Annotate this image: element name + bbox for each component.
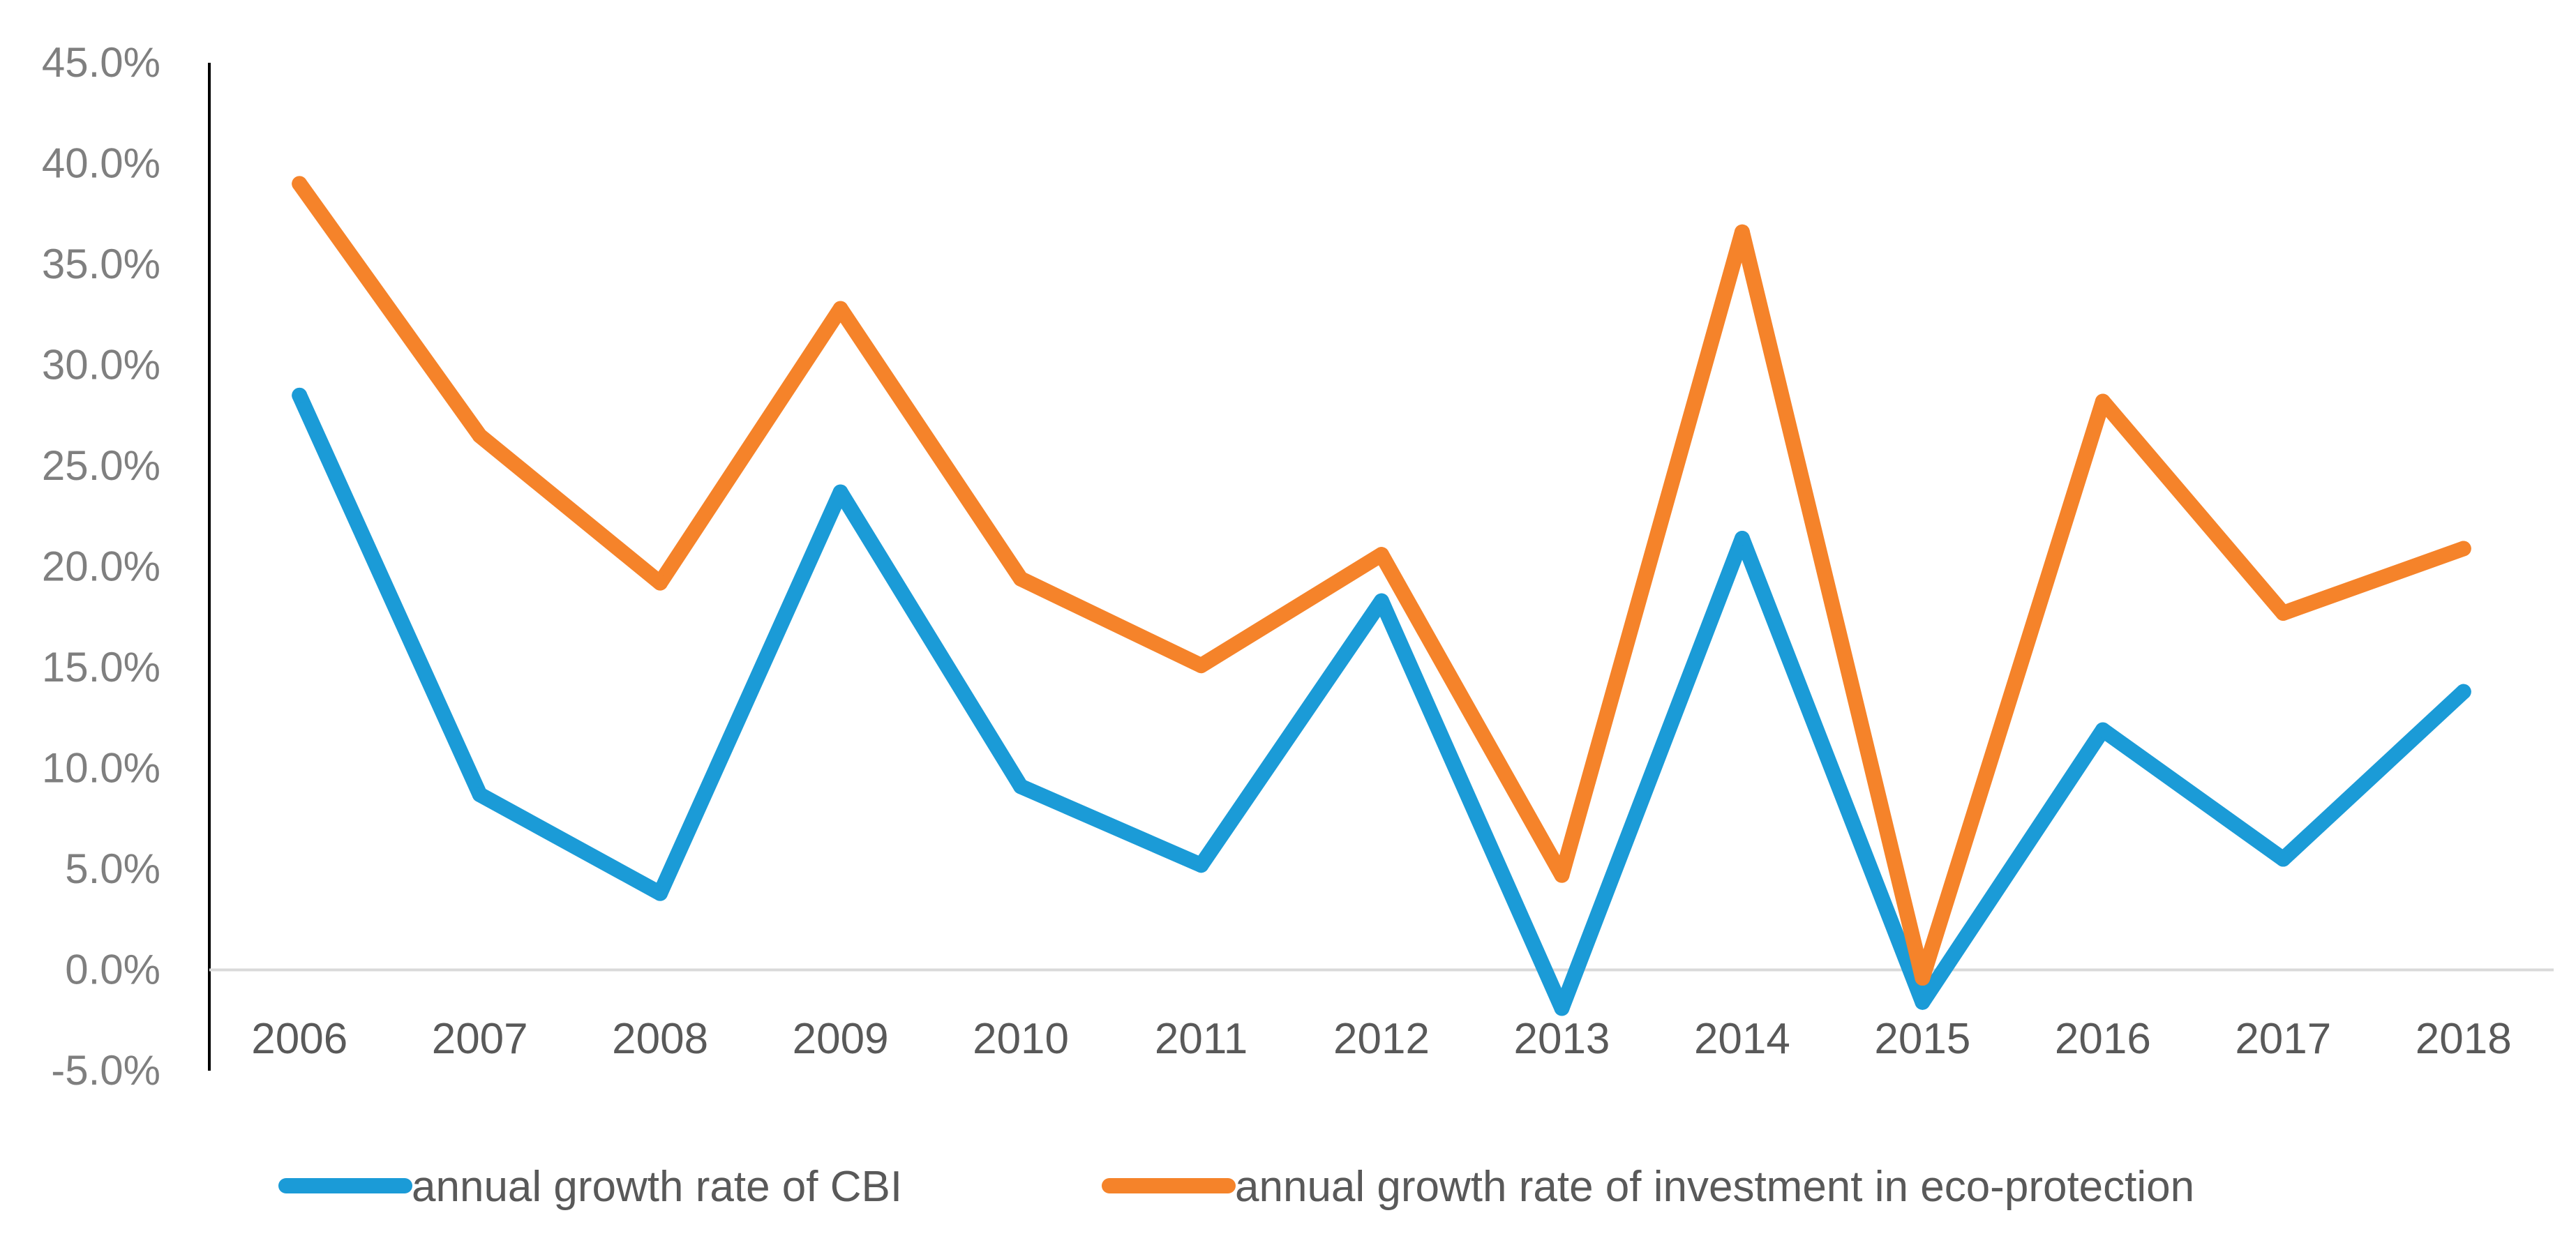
y-tick-label: 10.0% [42,745,160,792]
y-tick-label: 15.0% [42,644,160,691]
data-point [1554,867,1570,883]
data-point [472,787,488,803]
data-point [1013,778,1029,794]
data-point [2275,605,2291,621]
data-point [472,428,488,444]
x-tick-label: 2008 [612,1015,708,1063]
data-point [2455,541,2471,557]
y-tick-label: 45.0% [42,39,160,86]
x-tick-label: 2009 [793,1015,889,1063]
data-point [2095,393,2111,409]
x-tick-label: 2006 [251,1015,347,1063]
y-tick-label: 35.0% [42,241,160,287]
axes [208,63,2554,1071]
x-tick-label: 2012 [1333,1015,1430,1063]
data-point [1193,857,1209,873]
data-point [1374,593,1389,609]
x-tick-label: 2016 [2055,1015,2151,1063]
data-point [1374,547,1389,563]
data-point [832,301,848,317]
y-axis-ticks: -5.0% 0.0% 5.0% 10.0% 15.0% 20.0% 25.0% 30.0% 35… [42,39,160,1094]
data-point [832,484,848,500]
series-line-2 [292,176,2471,986]
data-point [1193,658,1209,674]
y-tick-label: 0.0% [65,947,160,993]
data-point [1915,970,1931,986]
data-point [652,575,668,591]
data-point [652,885,668,901]
data-point [2275,851,2291,867]
series-lines [292,176,2471,1016]
y-tick-label: 30.0% [42,342,160,389]
data-point [1734,531,1750,547]
legend-label-1: annual growth rate of CBI [412,1163,902,1211]
data-point [292,176,308,192]
y-tick-label: -5.0% [51,1047,160,1094]
data-point [1554,1000,1570,1016]
y-tick-label: 20.0% [42,543,160,590]
x-tick-label: 2013 [1513,1015,1610,1063]
data-point [292,387,308,403]
x-tick-label: 2014 [1694,1015,1790,1063]
x-tick-label: 2011 [1155,1015,1248,1063]
data-point [1013,571,1029,587]
x-tick-label: 2010 [973,1015,1069,1063]
legend: annual growth rate of CBI annual growth r… [278,1163,2194,1211]
x-tick-label: 2007 [432,1015,528,1063]
y-tick-label: 5.0% [65,845,160,892]
data-point [2095,722,2111,738]
series-line-1 [292,387,2471,1016]
x-tick-label: 2015 [1874,1015,1970,1063]
x-tick-label: 2018 [2416,1015,2512,1063]
data-point [1915,994,1931,1010]
data-point [1734,224,1750,240]
x-tick-label: 2017 [2235,1015,2331,1063]
legend-label-2: annual growth rate of investment in eco-… [1235,1163,2194,1211]
y-tick-label: 25.0% [42,442,160,489]
y-tick-label: 40.0% [42,140,160,187]
data-point [2455,684,2471,700]
x-axis-ticks: 2006 2007 2008 2009 2010 2011 2012 2013 2014 2015… [251,1015,2511,1063]
